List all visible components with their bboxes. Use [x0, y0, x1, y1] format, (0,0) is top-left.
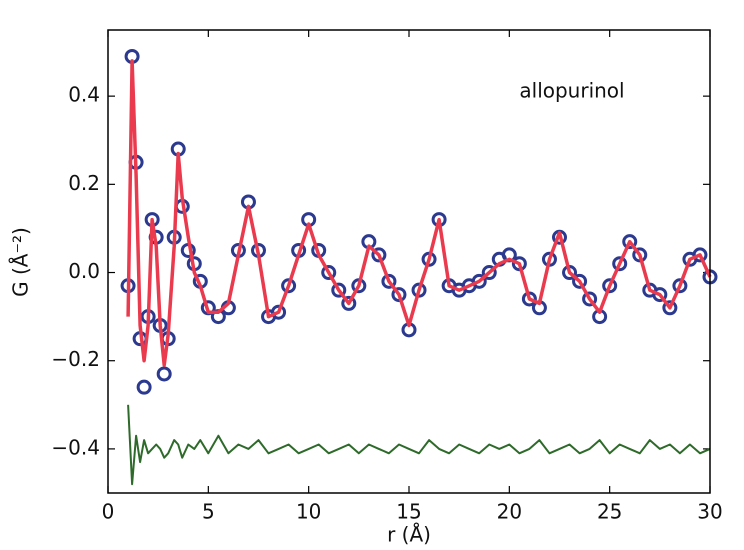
data-point: [331, 282, 347, 298]
x-tick-label: 10: [296, 500, 321, 524]
data-point: [391, 287, 407, 303]
x-tick-label: 0: [102, 500, 115, 524]
x-tick-label: 30: [697, 500, 722, 524]
x-axis-label: r (Å): [387, 523, 431, 547]
data-point: [652, 287, 668, 303]
data-point: [672, 278, 688, 294]
x-tick-label: 20: [497, 500, 522, 524]
data-point: [471, 273, 487, 289]
y-tick-label: 0.0: [68, 259, 100, 283]
y-tick-label: −0.4: [51, 435, 100, 459]
x-tick-label: 25: [597, 500, 622, 524]
data-point: [582, 291, 598, 307]
series-line: [126, 59, 712, 367]
y-tick-label: 0.2: [68, 171, 100, 195]
y-tick-label: 0.4: [68, 83, 100, 107]
plot-frame: [107, 29, 711, 494]
data-point: [271, 304, 287, 320]
data-point: [481, 265, 497, 281]
data-point: [381, 273, 397, 289]
x-tick-label: 5: [202, 500, 215, 524]
y-axis-label: G (Å⁻²): [9, 227, 33, 297]
annotation: allopurinol: [519, 79, 624, 103]
data-point: [662, 300, 678, 316]
data-point: [341, 295, 357, 311]
data-point: [692, 247, 708, 263]
data-point: [612, 256, 628, 272]
data-point: [281, 278, 297, 294]
data-point: [156, 366, 172, 382]
data-point: [321, 265, 337, 281]
y-tick-label: −0.2: [51, 347, 100, 371]
data-point: [602, 278, 618, 294]
series-line: [127, 404, 711, 486]
data-point: [136, 379, 152, 395]
data-point: [371, 247, 387, 263]
x-tick-label: 15: [396, 500, 421, 524]
data-point: [622, 234, 638, 250]
data-point: [572, 273, 588, 289]
